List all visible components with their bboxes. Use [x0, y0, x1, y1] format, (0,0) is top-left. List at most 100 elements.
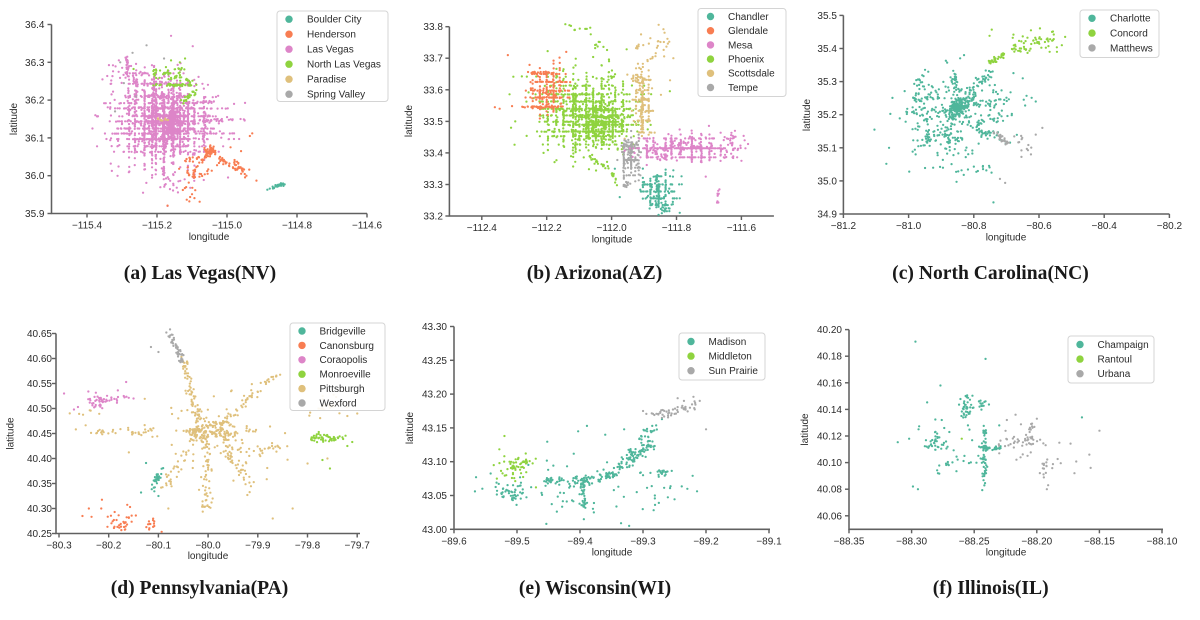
- svg-text:Charlotte: Charlotte: [1110, 14, 1151, 25]
- svg-text:36.4: 36.4: [25, 20, 45, 31]
- svg-text:latitude: latitude: [802, 98, 813, 131]
- svg-text:longitude: longitude: [986, 233, 1027, 244]
- svg-text:longitude: longitude: [188, 551, 229, 562]
- svg-text:latitude: latitude: [800, 413, 811, 446]
- svg-text:40.50: 40.50: [27, 404, 52, 415]
- svg-text:−88.10: −88.10: [1147, 537, 1178, 548]
- svg-text:−111.6: −111.6: [727, 223, 757, 234]
- svg-text:35.2: 35.2: [817, 110, 837, 121]
- svg-text:Scottsdale: Scottsdale: [728, 69, 775, 80]
- svg-text:−88.35: −88.35: [834, 537, 865, 548]
- svg-text:Glendale: Glendale: [728, 26, 768, 37]
- svg-text:Mesa: Mesa: [728, 40, 753, 51]
- svg-text:−114.6: −114.6: [352, 221, 383, 232]
- svg-text:40.08: 40.08: [817, 485, 842, 496]
- svg-text:latitude: latitude: [9, 102, 20, 135]
- svg-text:40.16: 40.16: [817, 378, 842, 389]
- svg-text:latitude: latitude: [404, 104, 415, 137]
- svg-text:−112.0: −112.0: [597, 223, 628, 234]
- svg-text:(c) North Carolina(NC): (c) North Carolina(NC): [892, 263, 1089, 284]
- svg-text:−80.6: −80.6: [1026, 221, 1052, 232]
- svg-text:−112.4: −112.4: [467, 223, 498, 234]
- svg-text:40.14: 40.14: [817, 405, 842, 416]
- svg-text:−89.6: −89.6: [441, 537, 467, 548]
- svg-text:−79.7: −79.7: [345, 541, 371, 552]
- svg-text:−89.5: −89.5: [504, 537, 530, 548]
- svg-text:latitude: latitude: [6, 417, 17, 450]
- svg-text:40.60: 40.60: [27, 354, 52, 365]
- svg-text:40.55: 40.55: [27, 379, 52, 390]
- svg-text:−80.2: −80.2: [1157, 221, 1183, 232]
- svg-text:35.1: 35.1: [817, 143, 837, 154]
- svg-text:longitude: longitude: [986, 547, 1027, 558]
- svg-text:40.20: 40.20: [817, 325, 842, 336]
- svg-text:−89.1: −89.1: [756, 537, 782, 548]
- svg-text:35.3: 35.3: [817, 77, 837, 88]
- svg-text:40.45: 40.45: [27, 429, 52, 440]
- svg-text:35.5: 35.5: [817, 11, 837, 22]
- svg-text:North Las Vegas: North Las Vegas: [307, 60, 381, 71]
- svg-text:Matthews: Matthews: [1110, 43, 1153, 54]
- svg-text:−89.2: −89.2: [693, 537, 719, 548]
- svg-text:40.18: 40.18: [817, 352, 842, 363]
- svg-text:Urbana: Urbana: [1098, 369, 1131, 380]
- svg-text:Las Vegas: Las Vegas: [307, 45, 354, 56]
- svg-text:latitude: latitude: [405, 411, 416, 444]
- svg-text:43.10: 43.10: [422, 457, 447, 468]
- svg-text:Boulder City: Boulder City: [307, 15, 361, 26]
- svg-text:33.5: 33.5: [423, 117, 443, 128]
- svg-text:Concord: Concord: [1110, 29, 1148, 40]
- svg-text:−115.2: −115.2: [142, 221, 173, 232]
- svg-text:−111.8: −111.8: [662, 223, 692, 234]
- svg-text:40.10: 40.10: [817, 458, 842, 469]
- svg-text:−88.25: −88.25: [959, 537, 990, 548]
- svg-text:−115.4: −115.4: [72, 221, 103, 232]
- svg-text:Spring Valley: Spring Valley: [307, 90, 365, 101]
- svg-text:−79.9: −79.9: [245, 541, 271, 552]
- svg-text:Phoenix: Phoenix: [728, 55, 764, 66]
- svg-text:−89.3: −89.3: [630, 537, 656, 548]
- svg-text:Chandler: Chandler: [728, 12, 769, 23]
- svg-text:43.00: 43.00: [422, 525, 447, 536]
- svg-text:Madison: Madison: [709, 337, 747, 348]
- svg-text:longitude: longitude: [189, 232, 230, 243]
- svg-text:33.4: 33.4: [423, 148, 443, 159]
- svg-text:Canonsburg: Canonsburg: [320, 341, 374, 352]
- svg-text:36.2: 36.2: [25, 96, 45, 107]
- svg-text:−88.15: −88.15: [1084, 537, 1115, 548]
- svg-text:36.0: 36.0: [25, 171, 45, 182]
- svg-text:43.25: 43.25: [422, 356, 447, 367]
- svg-text:33.2: 33.2: [423, 212, 443, 223]
- svg-text:Bridgeville: Bridgeville: [320, 326, 367, 337]
- svg-text:−88.30: −88.30: [896, 537, 927, 548]
- svg-text:43.20: 43.20: [422, 390, 447, 401]
- svg-text:Champaign: Champaign: [1098, 340, 1149, 351]
- svg-text:40.30: 40.30: [27, 504, 52, 515]
- svg-text:−114.8: −114.8: [282, 221, 313, 232]
- svg-text:−80.4: −80.4: [1092, 221, 1118, 232]
- svg-text:40.06: 40.06: [817, 511, 842, 522]
- svg-text:(e) Wisconsin(WI): (e) Wisconsin(WI): [519, 578, 671, 599]
- svg-text:(a) Las Vegas(NV): (a) Las Vegas(NV): [124, 263, 276, 284]
- svg-text:43.05: 43.05: [422, 491, 447, 502]
- svg-text:33.6: 33.6: [423, 85, 443, 96]
- svg-text:−80.0: −80.0: [195, 541, 221, 552]
- svg-text:36.1: 36.1: [25, 133, 45, 144]
- svg-text:40.40: 40.40: [27, 454, 52, 465]
- svg-text:Paradise: Paradise: [307, 75, 347, 86]
- svg-text:36.3: 36.3: [25, 58, 45, 69]
- svg-text:−80.1: −80.1: [146, 541, 172, 552]
- svg-text:Tempe: Tempe: [728, 83, 758, 94]
- svg-text:34.9: 34.9: [817, 210, 837, 221]
- svg-text:40.35: 40.35: [27, 479, 52, 490]
- svg-text:Sun Prairie: Sun Prairie: [709, 366, 759, 377]
- svg-text:33.7: 33.7: [423, 54, 443, 65]
- svg-text:−89.4: −89.4: [567, 537, 593, 548]
- svg-text:−80.3: −80.3: [46, 541, 72, 552]
- svg-text:−80.2: −80.2: [96, 541, 122, 552]
- svg-text:−112.2: −112.2: [532, 223, 563, 234]
- svg-text:Rantoul: Rantoul: [1098, 355, 1132, 366]
- svg-text:−81.2: −81.2: [831, 221, 857, 232]
- svg-text:longitude: longitude: [592, 547, 633, 558]
- svg-text:−81.0: −81.0: [896, 221, 922, 232]
